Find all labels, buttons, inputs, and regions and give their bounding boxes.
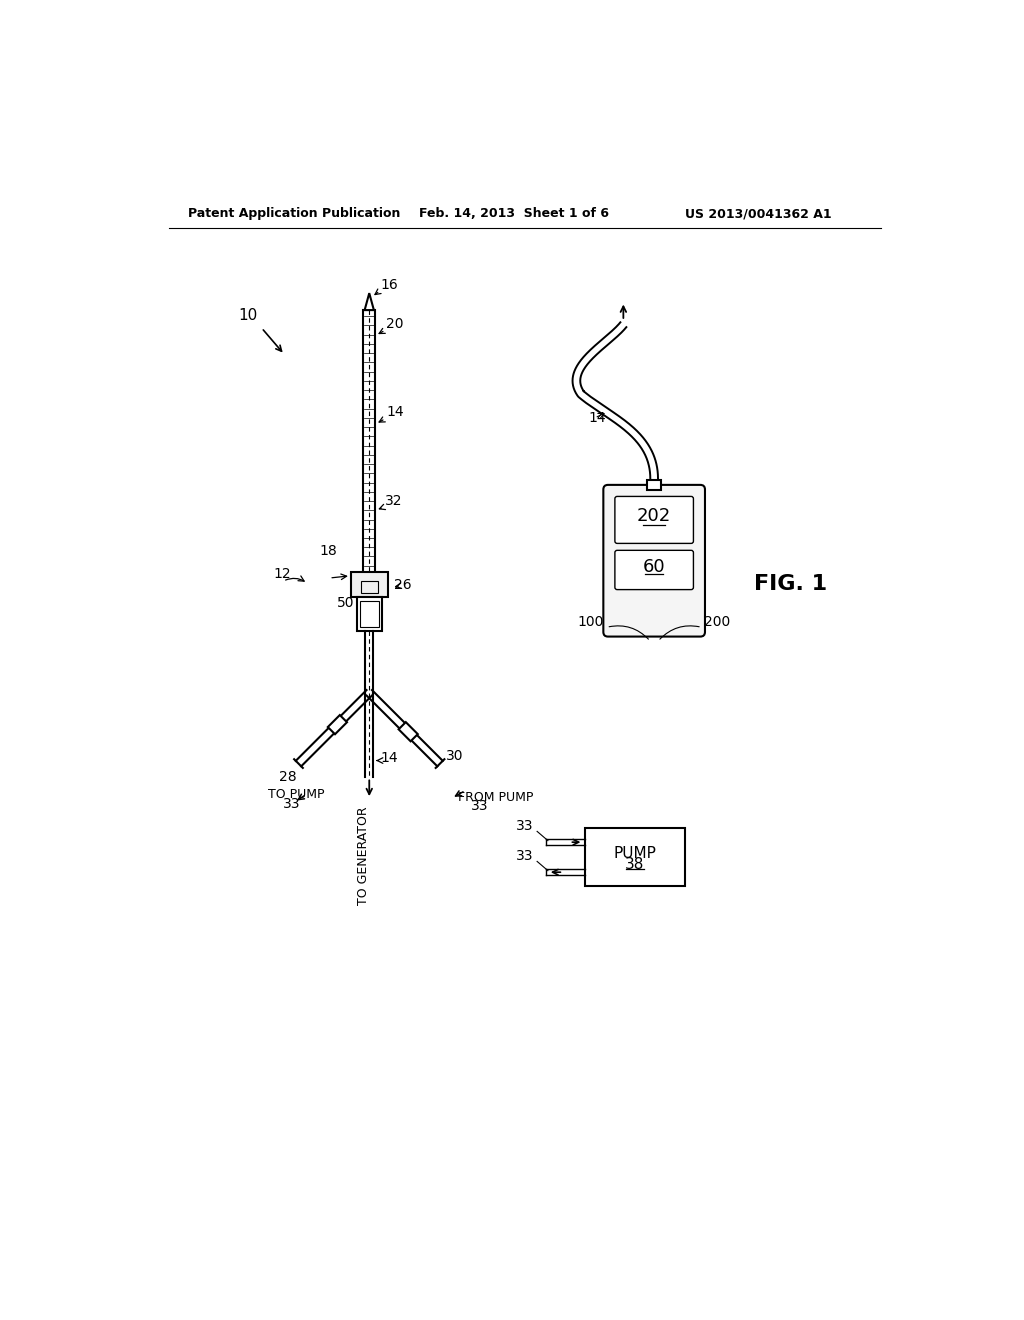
FancyBboxPatch shape [614,496,693,544]
Text: 28: 28 [280,770,297,784]
Text: 200: 200 [705,615,730,628]
Bar [351,572,388,597]
Text: 18: 18 [319,544,337,558]
Text: 33: 33 [471,799,488,813]
Text: 26: 26 [394,578,412,591]
Text: 33: 33 [515,818,534,833]
Text: TO PUMP: TO PUMP [267,788,325,801]
Text: 14: 14 [386,405,403,420]
Bar [328,715,347,734]
Text: 202: 202 [637,507,672,525]
Text: 38: 38 [626,857,644,871]
Text: FIG. 1: FIG. 1 [755,574,827,594]
Text: FROM PUMP: FROM PUMP [458,791,534,804]
Text: 32: 32 [385,494,402,508]
FancyBboxPatch shape [603,484,705,636]
Text: 33: 33 [515,849,534,863]
Text: 14: 14 [589,411,606,425]
Bar [647,480,662,490]
Bar [398,722,418,742]
Bar [357,597,382,631]
Text: 30: 30 [446,748,464,763]
Text: Patent Application Publication: Patent Application Publication [188,207,400,220]
Text: 60: 60 [643,558,666,576]
Text: 16: 16 [381,279,398,292]
Text: 100: 100 [578,615,604,628]
Polygon shape [365,293,374,310]
Bar [360,581,378,594]
Text: 50: 50 [337,597,354,610]
Text: 33: 33 [283,797,301,812]
Text: US 2013/0041362 A1: US 2013/0041362 A1 [685,207,831,220]
Bar [585,829,685,886]
Text: 14: 14 [381,751,398,766]
Text: PUMP: PUMP [613,846,656,861]
Text: TO GENERATOR: TO GENERATOR [356,807,370,906]
Text: 20: 20 [386,317,403,331]
Text: 12: 12 [273,568,291,581]
Text: Feb. 14, 2013  Sheet 1 of 6: Feb. 14, 2013 Sheet 1 of 6 [419,207,609,220]
Bar [360,601,379,627]
Text: 10: 10 [239,308,258,323]
FancyBboxPatch shape [614,550,693,590]
